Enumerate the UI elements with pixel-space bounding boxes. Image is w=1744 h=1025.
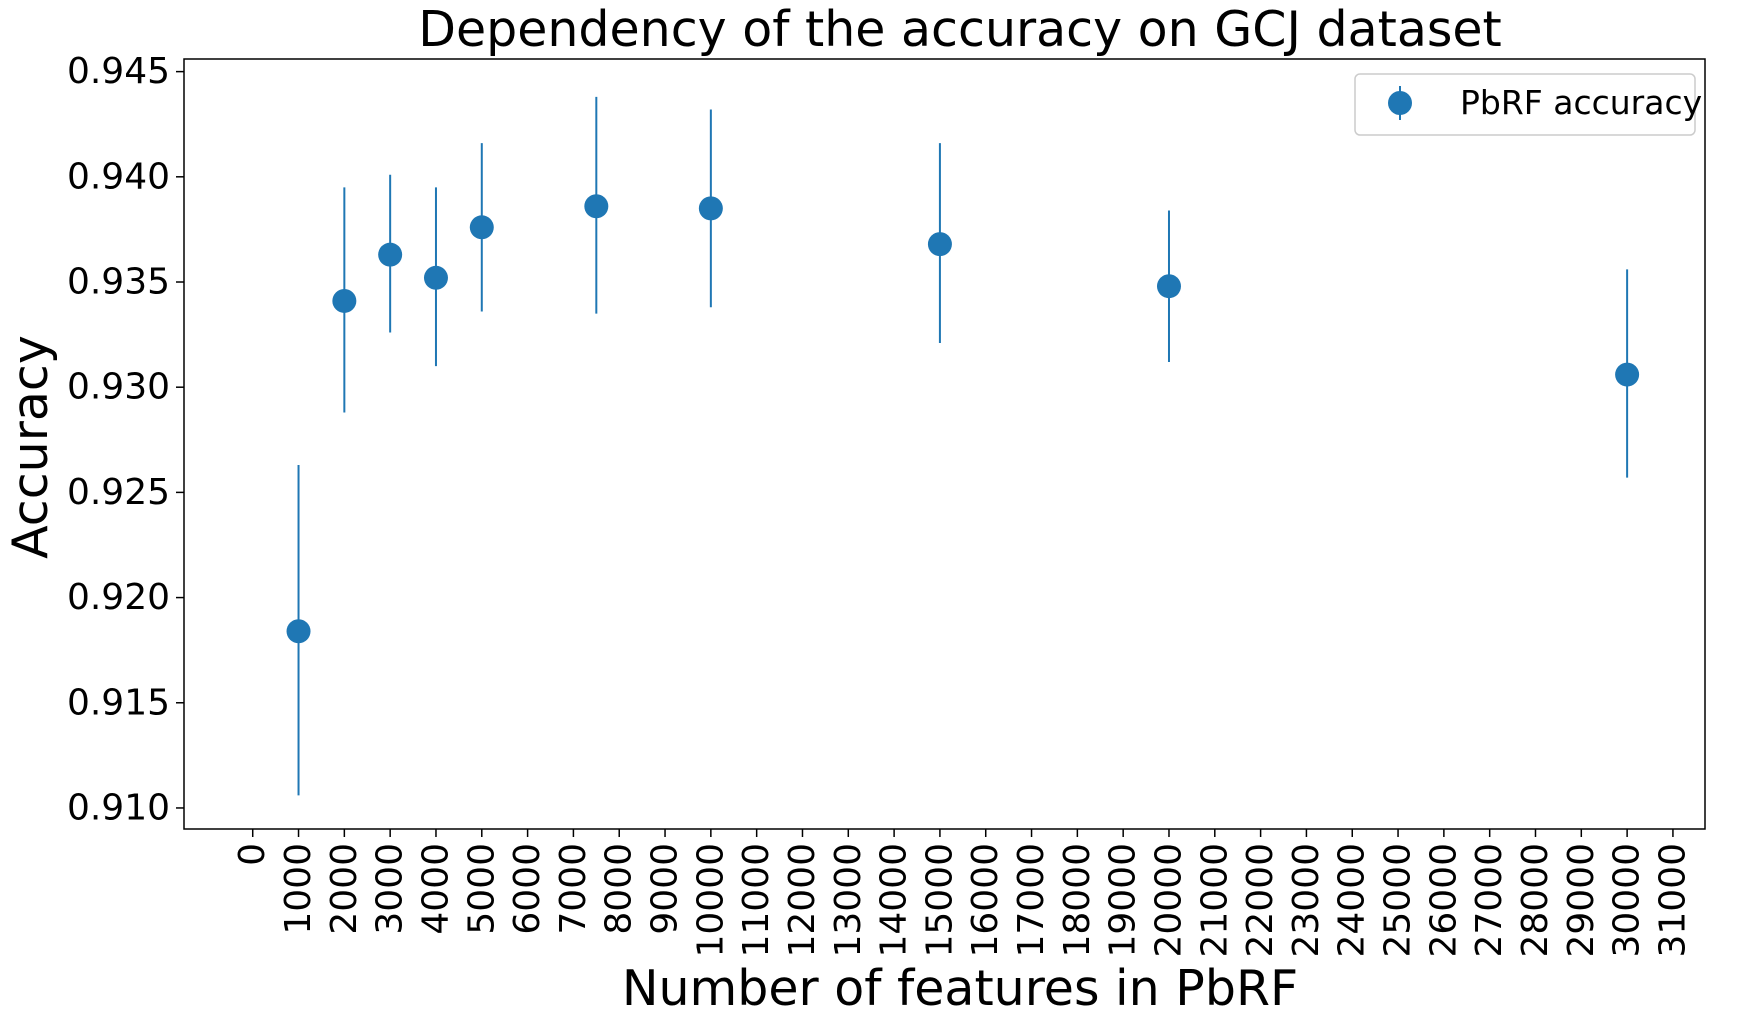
x-tick-label: 7000 <box>553 843 594 935</box>
y-tick-label: 0.930 <box>67 367 170 408</box>
x-tick-label: 20000 <box>1148 843 1189 958</box>
x-tick-label: 12000 <box>782 843 823 958</box>
x-tick-label: 24000 <box>1332 843 1373 958</box>
chart-title: Dependency of the accuracy on GCJ datase… <box>418 1 1502 58</box>
plot-frame <box>183 58 1706 830</box>
x-tick-label: 17000 <box>1011 843 1052 958</box>
x-axis-label: Number of features in PbRF <box>622 960 1298 1017</box>
x-tick-label: 15000 <box>919 843 960 958</box>
x-tick-label: 28000 <box>1515 843 1556 958</box>
x-tick-label: 16000 <box>965 843 1006 958</box>
x-tick-label: 10000 <box>690 843 731 958</box>
x-tick-label: 26000 <box>1423 843 1464 958</box>
legend-box <box>1354 73 1696 136</box>
legend-label: PbRF accuracy <box>1460 83 1702 122</box>
x-tick-label: 6000 <box>507 843 548 935</box>
data-point <box>1615 362 1640 387</box>
x-tick-label: 29000 <box>1561 843 1602 958</box>
data-point <box>332 288 357 313</box>
x-tick-label: 4000 <box>415 843 456 935</box>
x-tick-label: 14000 <box>874 843 915 958</box>
y-axis-label: Accuracy <box>2 335 59 559</box>
y-axis-ticks: 0.910 0.915 0.920 0.925 0.930 0.935 0.940 0.945 <box>67 51 184 828</box>
data-point <box>584 194 609 219</box>
data-point <box>469 215 494 240</box>
y-tick-label: 0.935 <box>67 262 170 303</box>
x-tick-label: 0 <box>232 843 273 866</box>
x-tick-label: 5000 <box>461 843 502 935</box>
x-tick-label: 1000 <box>278 843 319 935</box>
plot-marks <box>286 96 1640 796</box>
x-tick-label: 30000 <box>1607 843 1648 958</box>
x-tick-label: 25000 <box>1378 843 1419 958</box>
y-tick-label: 0.940 <box>67 156 170 197</box>
data-point <box>927 232 952 257</box>
x-tick-label: 27000 <box>1469 843 1510 958</box>
x-tick-label: 21000 <box>1194 843 1235 958</box>
x-tick-label: 9000 <box>645 843 686 935</box>
data-point <box>423 265 448 290</box>
y-tick-label: 0.925 <box>67 472 170 513</box>
x-tick-label: 19000 <box>1103 843 1144 958</box>
x-tick-label: 11000 <box>736 843 777 958</box>
data-point <box>1156 274 1181 299</box>
legend-point-marker <box>1388 91 1412 115</box>
y-tick-label: 0.910 <box>67 787 170 828</box>
data-point <box>286 619 311 644</box>
y-tick-label: 0.915 <box>67 682 170 723</box>
x-tick-label: 23000 <box>1286 843 1327 958</box>
x-tick-label: 13000 <box>828 843 869 958</box>
x-tick-label: 22000 <box>1240 843 1281 958</box>
x-tick-label: 2000 <box>324 843 365 935</box>
x-tick-label: 8000 <box>599 843 640 935</box>
legend: PbRF accuracy <box>1354 73 1702 136</box>
y-tick-label: 0.920 <box>67 577 170 618</box>
x-tick-label: 18000 <box>1057 843 1098 958</box>
x-tick-label: 3000 <box>370 843 411 935</box>
y-tick-label: 0.945 <box>67 51 170 92</box>
data-point <box>698 196 723 221</box>
x-tick-label: 31000 <box>1652 843 1693 958</box>
x-axis-ticks: 0 1000 2000 3000 4000 5000 6000 7000 8000 9000 100… <box>232 829 1693 958</box>
data-point <box>378 242 403 267</box>
